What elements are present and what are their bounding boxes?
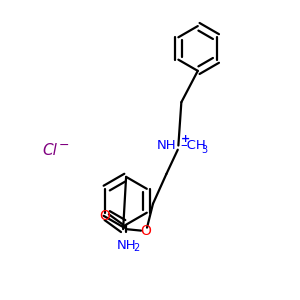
Text: 3: 3 [202,145,208,155]
Text: O: O [99,209,110,223]
Text: NH: NH [157,139,177,152]
Text: NH: NH [116,239,136,252]
Text: +: + [182,134,190,144]
Text: −: − [59,139,69,152]
Text: Cl: Cl [43,142,57,158]
Text: O: O [140,224,151,238]
Text: –CH: –CH [180,139,206,152]
Text: 2: 2 [134,243,140,253]
